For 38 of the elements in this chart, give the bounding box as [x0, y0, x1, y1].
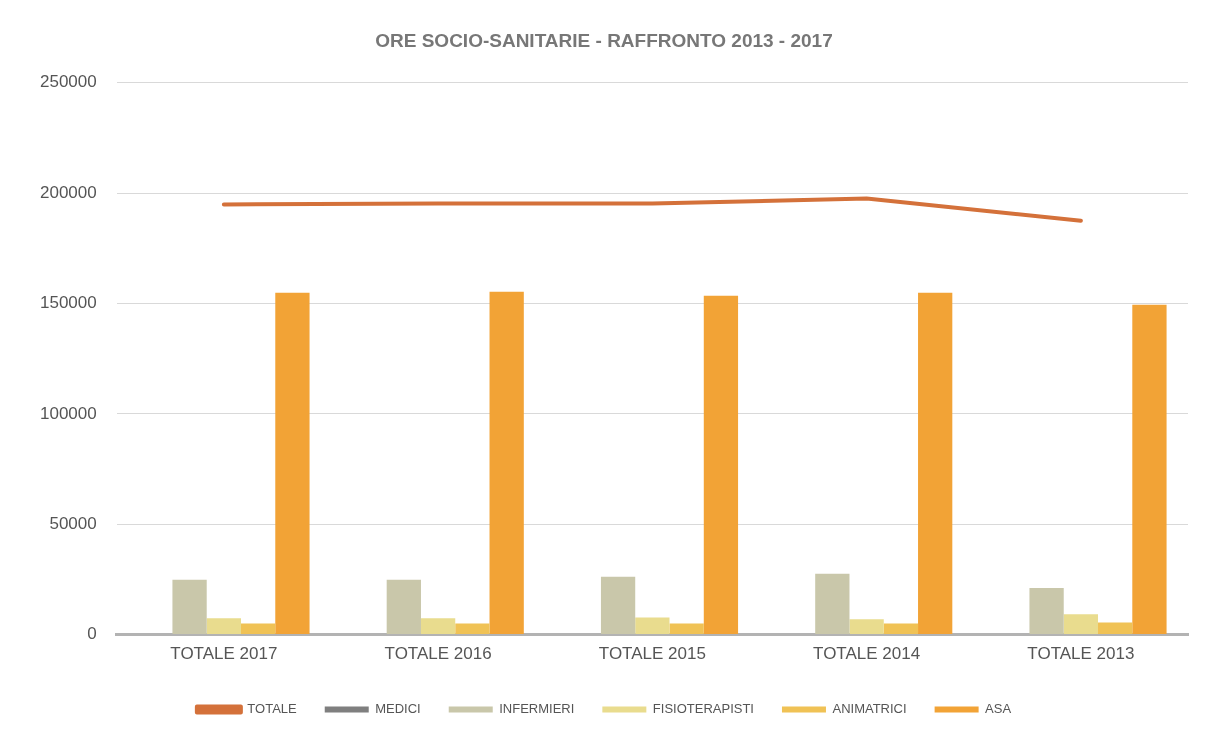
bar	[172, 579, 207, 635]
bar	[241, 623, 276, 635]
y-tick-label: 100000	[39, 403, 97, 423]
bar	[1132, 304, 1167, 635]
bar	[420, 618, 456, 635]
x-tick-label: TOTALE 2016	[384, 644, 492, 664]
y-tick-label: 250000	[39, 72, 97, 92]
bar	[386, 579, 421, 635]
bar	[1029, 588, 1064, 635]
bar	[206, 618, 241, 635]
bar	[275, 292, 310, 635]
y-tick-label: 150000	[39, 293, 97, 313]
x-tick-label: TOTALE 2013	[1027, 644, 1135, 664]
bar	[815, 573, 850, 635]
bar	[489, 291, 524, 635]
bar	[1063, 614, 1099, 635]
bar	[849, 619, 884, 635]
bar	[883, 623, 919, 635]
bar	[455, 623, 490, 635]
y-tick-label: 50000	[49, 513, 97, 533]
bar	[703, 295, 739, 635]
legend-label: ANIMATRICI	[832, 701, 907, 717]
legend-label: ASA	[985, 701, 1012, 717]
bar	[918, 292, 953, 635]
legend-label: FISIOTERAPISTI	[652, 701, 754, 717]
y-tick-label: 0	[87, 624, 97, 644]
x-tick-label: TOTALE 2017	[170, 644, 278, 664]
bar	[635, 617, 670, 635]
bar	[669, 623, 704, 635]
legend-label: MEDICI	[375, 701, 421, 717]
bar	[600, 576, 636, 635]
bar	[1098, 622, 1133, 635]
chart-title: ORE SOCIO-SANITARIE - RAFFRONTO 2013 - 2017	[375, 29, 833, 51]
legend-label: INFERMIERI	[499, 701, 575, 717]
legend-label: TOTALE	[247, 701, 298, 717]
y-tick-label: 200000	[39, 182, 97, 202]
x-tick-label: TOTALE 2014	[813, 644, 921, 664]
x-tick-label: TOTALE 2015	[598, 644, 706, 664]
